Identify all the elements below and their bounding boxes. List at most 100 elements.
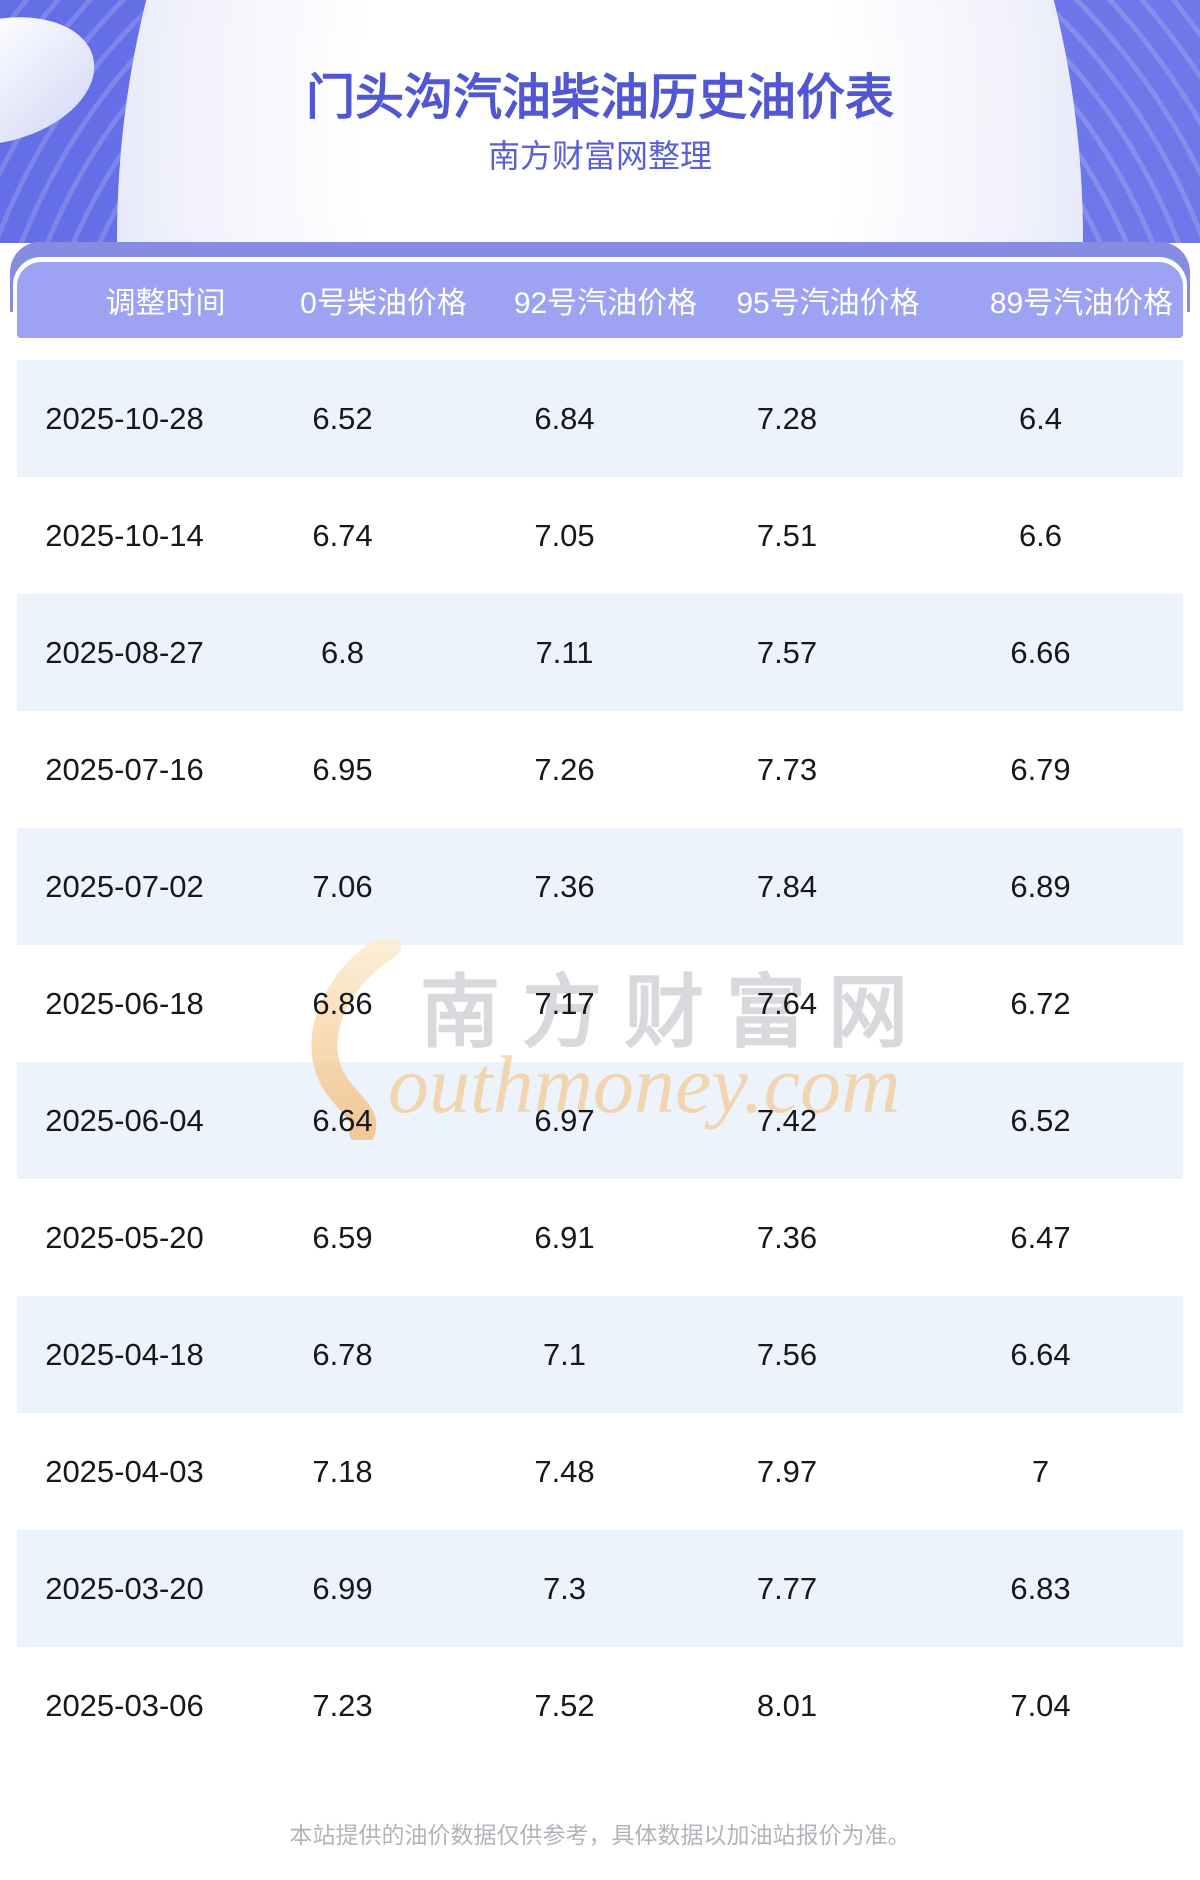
cell-text: 7.04 bbox=[1010, 1687, 1071, 1723]
cell-price: 6.52 bbox=[898, 1103, 1183, 1139]
cell-price: 7.73 bbox=[676, 752, 898, 788]
cell-price: 6.86 bbox=[232, 986, 453, 1022]
cell-text: 7.23 bbox=[312, 1687, 373, 1723]
cell-price: 7.36 bbox=[676, 1220, 898, 1256]
cell-price: 6.6 bbox=[898, 518, 1183, 554]
cell-text: 6.97 bbox=[534, 1102, 595, 1138]
cell-text: 7.77 bbox=[756, 1570, 818, 1606]
cell-price: 6.59 bbox=[232, 1220, 453, 1256]
cell-text: 2025-04-18 bbox=[45, 1336, 204, 1372]
cell-price: 6.64 bbox=[898, 1337, 1183, 1373]
cell-date: 2025-06-04 bbox=[17, 1103, 232, 1139]
cell-price: 6.89 bbox=[898, 869, 1183, 905]
cell-text: 8.01 bbox=[756, 1687, 818, 1723]
table-row: 2025-08-27 6.8 7.11 7.57 6.66 bbox=[17, 594, 1183, 711]
cell-price: 7.64 bbox=[676, 986, 898, 1022]
cell-price: 6.83 bbox=[898, 1571, 1183, 1607]
cell-text: 2025-07-16 bbox=[45, 751, 204, 787]
cell-text: 2025-06-18 bbox=[45, 985, 204, 1021]
cell-text: 7.36 bbox=[534, 868, 595, 904]
table-row: 2025-03-06 7.23 7.52 8.01 7.04 bbox=[17, 1647, 1183, 1764]
table-row: 2025-10-28 6.52 6.84 7.28 6.4 bbox=[17, 360, 1183, 477]
cell-text: 6.95 bbox=[312, 751, 373, 787]
cell-price: 6.99 bbox=[232, 1571, 453, 1607]
cell-price: 7.26 bbox=[453, 752, 676, 788]
cell-price: 7.04 bbox=[898, 1688, 1183, 1724]
table-row: 2025-03-20 6.99 7.3 7.77 6.83 bbox=[17, 1530, 1183, 1647]
cell-price: 6.78 bbox=[232, 1337, 453, 1373]
column-header: 92号汽油价格 bbox=[513, 287, 698, 320]
cell-date: 2025-08-27 bbox=[17, 635, 232, 671]
cell-date: 2025-10-28 bbox=[17, 401, 232, 437]
cell-text: 6.99 bbox=[312, 1570, 373, 1606]
cell-price: 7.97 bbox=[676, 1454, 898, 1490]
cell-price: 7.36 bbox=[453, 869, 676, 905]
table-row: 2025-07-02 7.06 7.36 7.84 6.89 bbox=[17, 828, 1183, 945]
cell-text: 6.59 bbox=[312, 1219, 373, 1255]
table-row: 2025-04-18 6.78 7.1 7.56 6.64 bbox=[17, 1296, 1183, 1413]
cell-text: 6.52 bbox=[1010, 1102, 1071, 1138]
cell-text: 6.52 bbox=[312, 400, 373, 436]
cell-price: 6.66 bbox=[898, 635, 1183, 671]
cell-date: 2025-07-02 bbox=[17, 869, 232, 905]
cell-text: 6.4 bbox=[1018, 400, 1063, 436]
page-title: 门头沟汽油柴油历史油价表 bbox=[305, 71, 894, 125]
cell-text: 7.26 bbox=[534, 751, 595, 787]
cell-text: 7.52 bbox=[534, 1687, 595, 1723]
cell-price: 6.95 bbox=[232, 752, 453, 788]
cell-date: 2025-03-06 bbox=[17, 1688, 232, 1724]
cell-price: 7.57 bbox=[676, 635, 898, 671]
cell-date: 2025-04-18 bbox=[17, 1337, 232, 1373]
cell-text: 6.91 bbox=[534, 1219, 595, 1255]
cell-text: 7.06 bbox=[312, 868, 373, 904]
cell-text: 6.47 bbox=[1010, 1219, 1071, 1255]
cell-price: 7.23 bbox=[232, 1688, 453, 1724]
cell-price: 7.77 bbox=[676, 1571, 898, 1607]
cell-text: 2025-03-20 bbox=[45, 1570, 204, 1606]
cell-price: 6.74 bbox=[232, 518, 453, 554]
cell-text: 6.78 bbox=[312, 1336, 373, 1372]
cell-text: 6.83 bbox=[1010, 1570, 1071, 1606]
price-table-card: 调整时间 0号柴油价格 92号汽油价格 95号汽油价格 89号汽油价格 2025-10-… bbox=[13, 257, 1187, 1880]
cell-price: 6.8 bbox=[232, 635, 453, 671]
cell-text: 7.97 bbox=[756, 1453, 818, 1489]
cell-text: 7.11 bbox=[535, 634, 594, 670]
cell-text: 7.05 bbox=[534, 517, 595, 553]
footer-disclaimer: 本站提供的油价数据仅供参考，具体数据以加油站报价为准。 bbox=[289, 1822, 911, 1848]
cell-text: 7.51 bbox=[756, 517, 818, 553]
cell-price: 6.84 bbox=[453, 401, 676, 437]
cell-date: 2025-04-03 bbox=[17, 1454, 232, 1490]
cell-text: 2025-10-14 bbox=[45, 517, 204, 553]
table-row: 2025-05-20 6.59 6.91 7.36 6.47 bbox=[17, 1179, 1183, 1296]
cell-text: 7.56 bbox=[756, 1336, 818, 1372]
cell-text: 7.36 bbox=[756, 1219, 818, 1255]
cell-price: 7.11 bbox=[453, 635, 676, 671]
cell-price: 6.64 bbox=[232, 1103, 453, 1139]
cell-text: 6.84 bbox=[534, 400, 595, 436]
cell-price: 7.52 bbox=[453, 1688, 676, 1724]
cell-price: 8.01 bbox=[676, 1688, 898, 1724]
cell-price: 7.05 bbox=[453, 518, 676, 554]
column-header: 调整时间 bbox=[105, 287, 226, 320]
cell-price: 7.42 bbox=[676, 1103, 898, 1139]
table-header-row: 调整时间 0号柴油价格 92号汽油价格 95号汽油价格 89号汽油价格 bbox=[17, 262, 1183, 338]
cell-text: 7.18 bbox=[312, 1453, 373, 1489]
cell-price: 6.79 bbox=[898, 752, 1183, 788]
cell-text: 2025-05-20 bbox=[45, 1219, 204, 1255]
hero-blob-decoration bbox=[117, 0, 1083, 243]
cell-price: 7.28 bbox=[676, 401, 898, 437]
cell-price: 7.3 bbox=[453, 1571, 676, 1607]
cell-text: 7.3 bbox=[542, 1570, 587, 1606]
cell-price: 7.56 bbox=[676, 1337, 898, 1373]
cell-price: 6.47 bbox=[898, 1220, 1183, 1256]
page-subtitle: 南方财富网整理 bbox=[487, 138, 712, 174]
cell-text: 6.8 bbox=[320, 634, 365, 670]
cell-text: 2025-08-27 bbox=[45, 634, 204, 670]
cell-date: 2025-07-16 bbox=[17, 752, 232, 788]
cell-text: 7.84 bbox=[756, 868, 818, 904]
cell-price: 7.51 bbox=[676, 518, 898, 554]
cell-date: 2025-06-18 bbox=[17, 986, 232, 1022]
cell-price: 6.72 bbox=[898, 986, 1183, 1022]
cell-text: 7.28 bbox=[756, 400, 818, 436]
cell-text: 2025-07-02 bbox=[45, 868, 204, 904]
